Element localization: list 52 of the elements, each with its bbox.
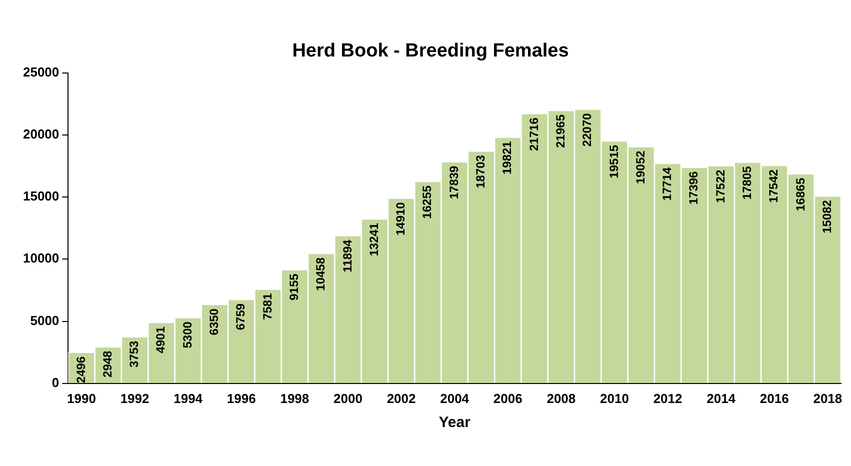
data-label: 13241 bbox=[366, 222, 381, 256]
y-tick-label: 5000 bbox=[30, 312, 60, 328]
x-tick-label: 1996 bbox=[226, 390, 256, 406]
data-label: 17522 bbox=[713, 169, 728, 204]
x-axis-title: Year bbox=[438, 414, 471, 432]
x-tick-label: 2006 bbox=[493, 390, 522, 406]
data-label: 16865 bbox=[793, 178, 808, 212]
x-tick-label: 2004 bbox=[440, 390, 470, 406]
x-tick-label: 1994 bbox=[174, 390, 204, 406]
data-label: 17542 bbox=[766, 169, 781, 203]
y-tick-label: 15000 bbox=[22, 188, 60, 204]
data-label: 18703 bbox=[474, 154, 488, 188]
x-tick-label: 2002 bbox=[386, 390, 416, 406]
data-label: 19515 bbox=[606, 144, 621, 178]
y-tick-label: 20000 bbox=[22, 126, 60, 142]
data-label: 19821 bbox=[500, 140, 514, 175]
x-tick-label: 1992 bbox=[120, 390, 150, 406]
x-tick-label: 2014 bbox=[706, 390, 736, 406]
x-tick-label: 2012 bbox=[653, 390, 682, 406]
data-label: 2496 bbox=[74, 356, 88, 384]
data-label: 17839 bbox=[446, 165, 461, 200]
x-tick-label: 1998 bbox=[280, 390, 310, 406]
x-tick-label: 2010 bbox=[600, 390, 629, 406]
y-tick-label: 10000 bbox=[22, 250, 60, 266]
data-label: 14910 bbox=[394, 202, 408, 236]
data-label: 21965 bbox=[553, 114, 568, 148]
chart-title: Herd Book - Breeding Females bbox=[292, 40, 569, 62]
data-label: 15082 bbox=[820, 200, 834, 234]
data-label: 17805 bbox=[740, 166, 754, 200]
data-label: 3753 bbox=[127, 340, 142, 368]
data-label: 19052 bbox=[633, 150, 648, 184]
data-label: 9155 bbox=[286, 273, 301, 300]
data-label: 16255 bbox=[420, 185, 434, 219]
y-tick-label: 25000 bbox=[22, 64, 60, 80]
data-label: 17396 bbox=[686, 170, 701, 205]
data-label: 17714 bbox=[660, 167, 674, 201]
data-label: 6759 bbox=[234, 303, 248, 330]
x-tick-label: 1990 bbox=[67, 390, 96, 406]
data-label: 10458 bbox=[314, 257, 328, 291]
x-tick-label: 2016 bbox=[760, 390, 789, 406]
x-tick-label: 2018 bbox=[813, 390, 842, 406]
data-label: 6350 bbox=[207, 308, 222, 336]
y-tick-label: 0 bbox=[52, 374, 60, 390]
data-label: 5300 bbox=[180, 321, 194, 348]
x-tick-label: 2008 bbox=[546, 390, 576, 406]
data-label: 2948 bbox=[100, 350, 114, 378]
data-label: 4901 bbox=[154, 326, 168, 354]
data-label: 22070 bbox=[580, 112, 594, 147]
data-label: 21716 bbox=[526, 117, 541, 151]
x-tick-label: 2000 bbox=[334, 390, 362, 406]
data-label: 11894 bbox=[340, 239, 354, 272]
data-label: 7581 bbox=[260, 292, 274, 320]
